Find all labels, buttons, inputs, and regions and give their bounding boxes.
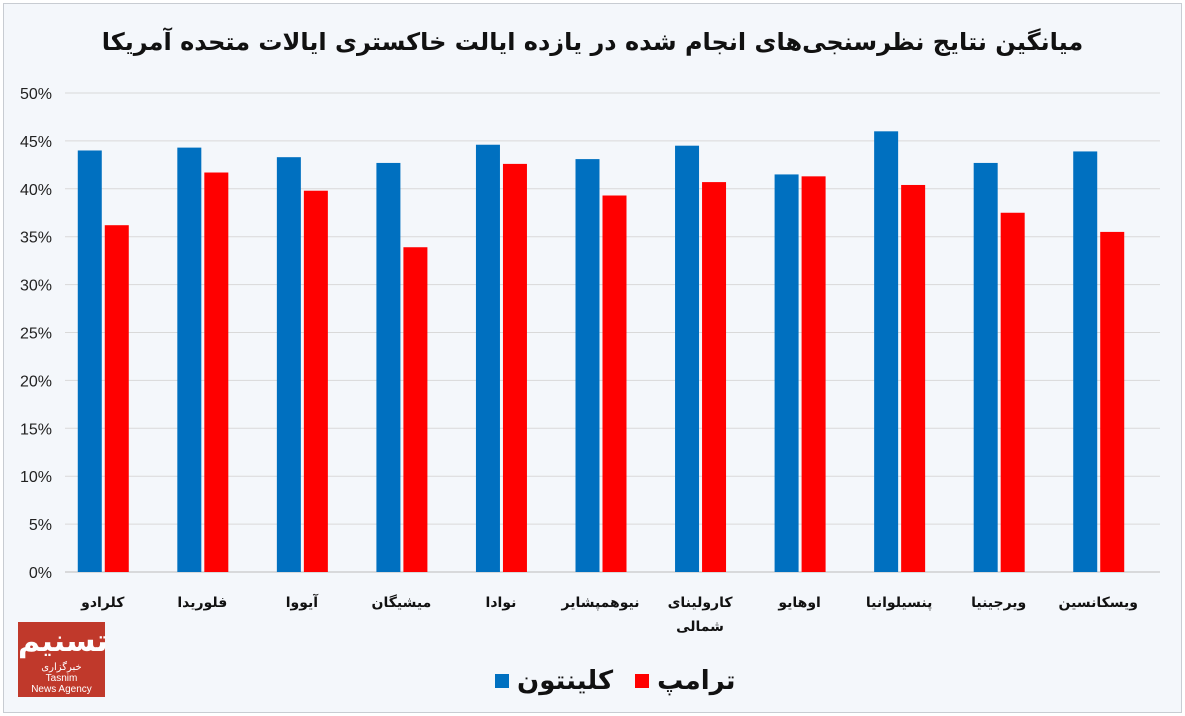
bar-clinton	[774, 174, 799, 572]
bar-trump	[303, 190, 328, 572]
bar-trump	[602, 195, 627, 573]
y-tick-label: 25%	[20, 326, 52, 343]
bar-trump	[901, 184, 926, 572]
x-tick-label: پنسیلوانیا	[866, 595, 932, 611]
bar-trump	[403, 247, 428, 572]
bar-trump	[204, 172, 229, 573]
chart-title: میانگین نتایج نظرسنجی‌های انجام شده در ی…	[101, 28, 1084, 56]
y-tick-label: 0%	[29, 565, 52, 582]
legend-label-clinton: کلینتون	[517, 666, 614, 696]
legend-label-trump: ترامپ	[657, 666, 736, 696]
y-tick-label: 50%	[20, 86, 52, 103]
logo-text: تسنیم	[18, 624, 108, 659]
bar-clinton	[376, 162, 401, 572]
bar-trump	[1100, 231, 1125, 572]
y-tick-label: 20%	[20, 373, 52, 390]
y-tick-label: 15%	[20, 421, 52, 438]
bar-trump	[702, 182, 727, 572]
bar-clinton	[973, 162, 998, 572]
x-tick-label: نوادا	[486, 595, 517, 611]
tasnim-logo: تسنیم خبرگزاری Tasnim News Agency	[18, 622, 108, 697]
bar-clinton	[276, 157, 301, 572]
bar-clinton	[77, 150, 102, 573]
bar-trump	[104, 225, 129, 573]
logo-sub3: News Agency	[31, 684, 92, 695]
logo-sub2: Tasnim	[45, 673, 78, 684]
bar-clinton	[575, 159, 600, 573]
bar-clinton	[1073, 151, 1098, 573]
bar-trump	[502, 163, 527, 572]
y-tick-label: 40%	[20, 182, 52, 199]
x-tick-label: کارولینای شمالی	[668, 595, 734, 635]
bar-clinton	[874, 131, 899, 572]
x-tick-label: ویسکانسین	[1059, 595, 1138, 611]
y-tick-label: 5%	[29, 517, 52, 534]
x-tick-label: اوهایو	[777, 595, 821, 611]
bar-trump	[1000, 212, 1025, 572]
y-tick-label: 30%	[20, 278, 52, 295]
y-tick-label: 10%	[20, 469, 52, 486]
legend-swatch-trump	[635, 674, 650, 688]
bar-trump	[801, 176, 826, 572]
y-tick-label: 45%	[20, 134, 52, 151]
x-tick-label: میشیگان	[372, 594, 432, 611]
x-tick-label: فلوریدا	[177, 595, 227, 611]
x-tick-label: کلرادو	[80, 595, 125, 611]
x-tick-label: آیووا	[286, 593, 320, 611]
y-tick-label: 35%	[20, 230, 52, 247]
x-tick-label: نیوهمپشایر	[560, 595, 639, 611]
bar-clinton	[675, 145, 700, 572]
logo-sub1: خبرگزاری	[41, 662, 82, 673]
bar-clinton	[177, 147, 202, 572]
bar-clinton	[475, 144, 500, 572]
legend-swatch-clinton	[495, 674, 509, 688]
legend: کلینتون ترامپ	[495, 666, 736, 696]
x-tick-label: ویرجینیا	[971, 595, 1026, 611]
